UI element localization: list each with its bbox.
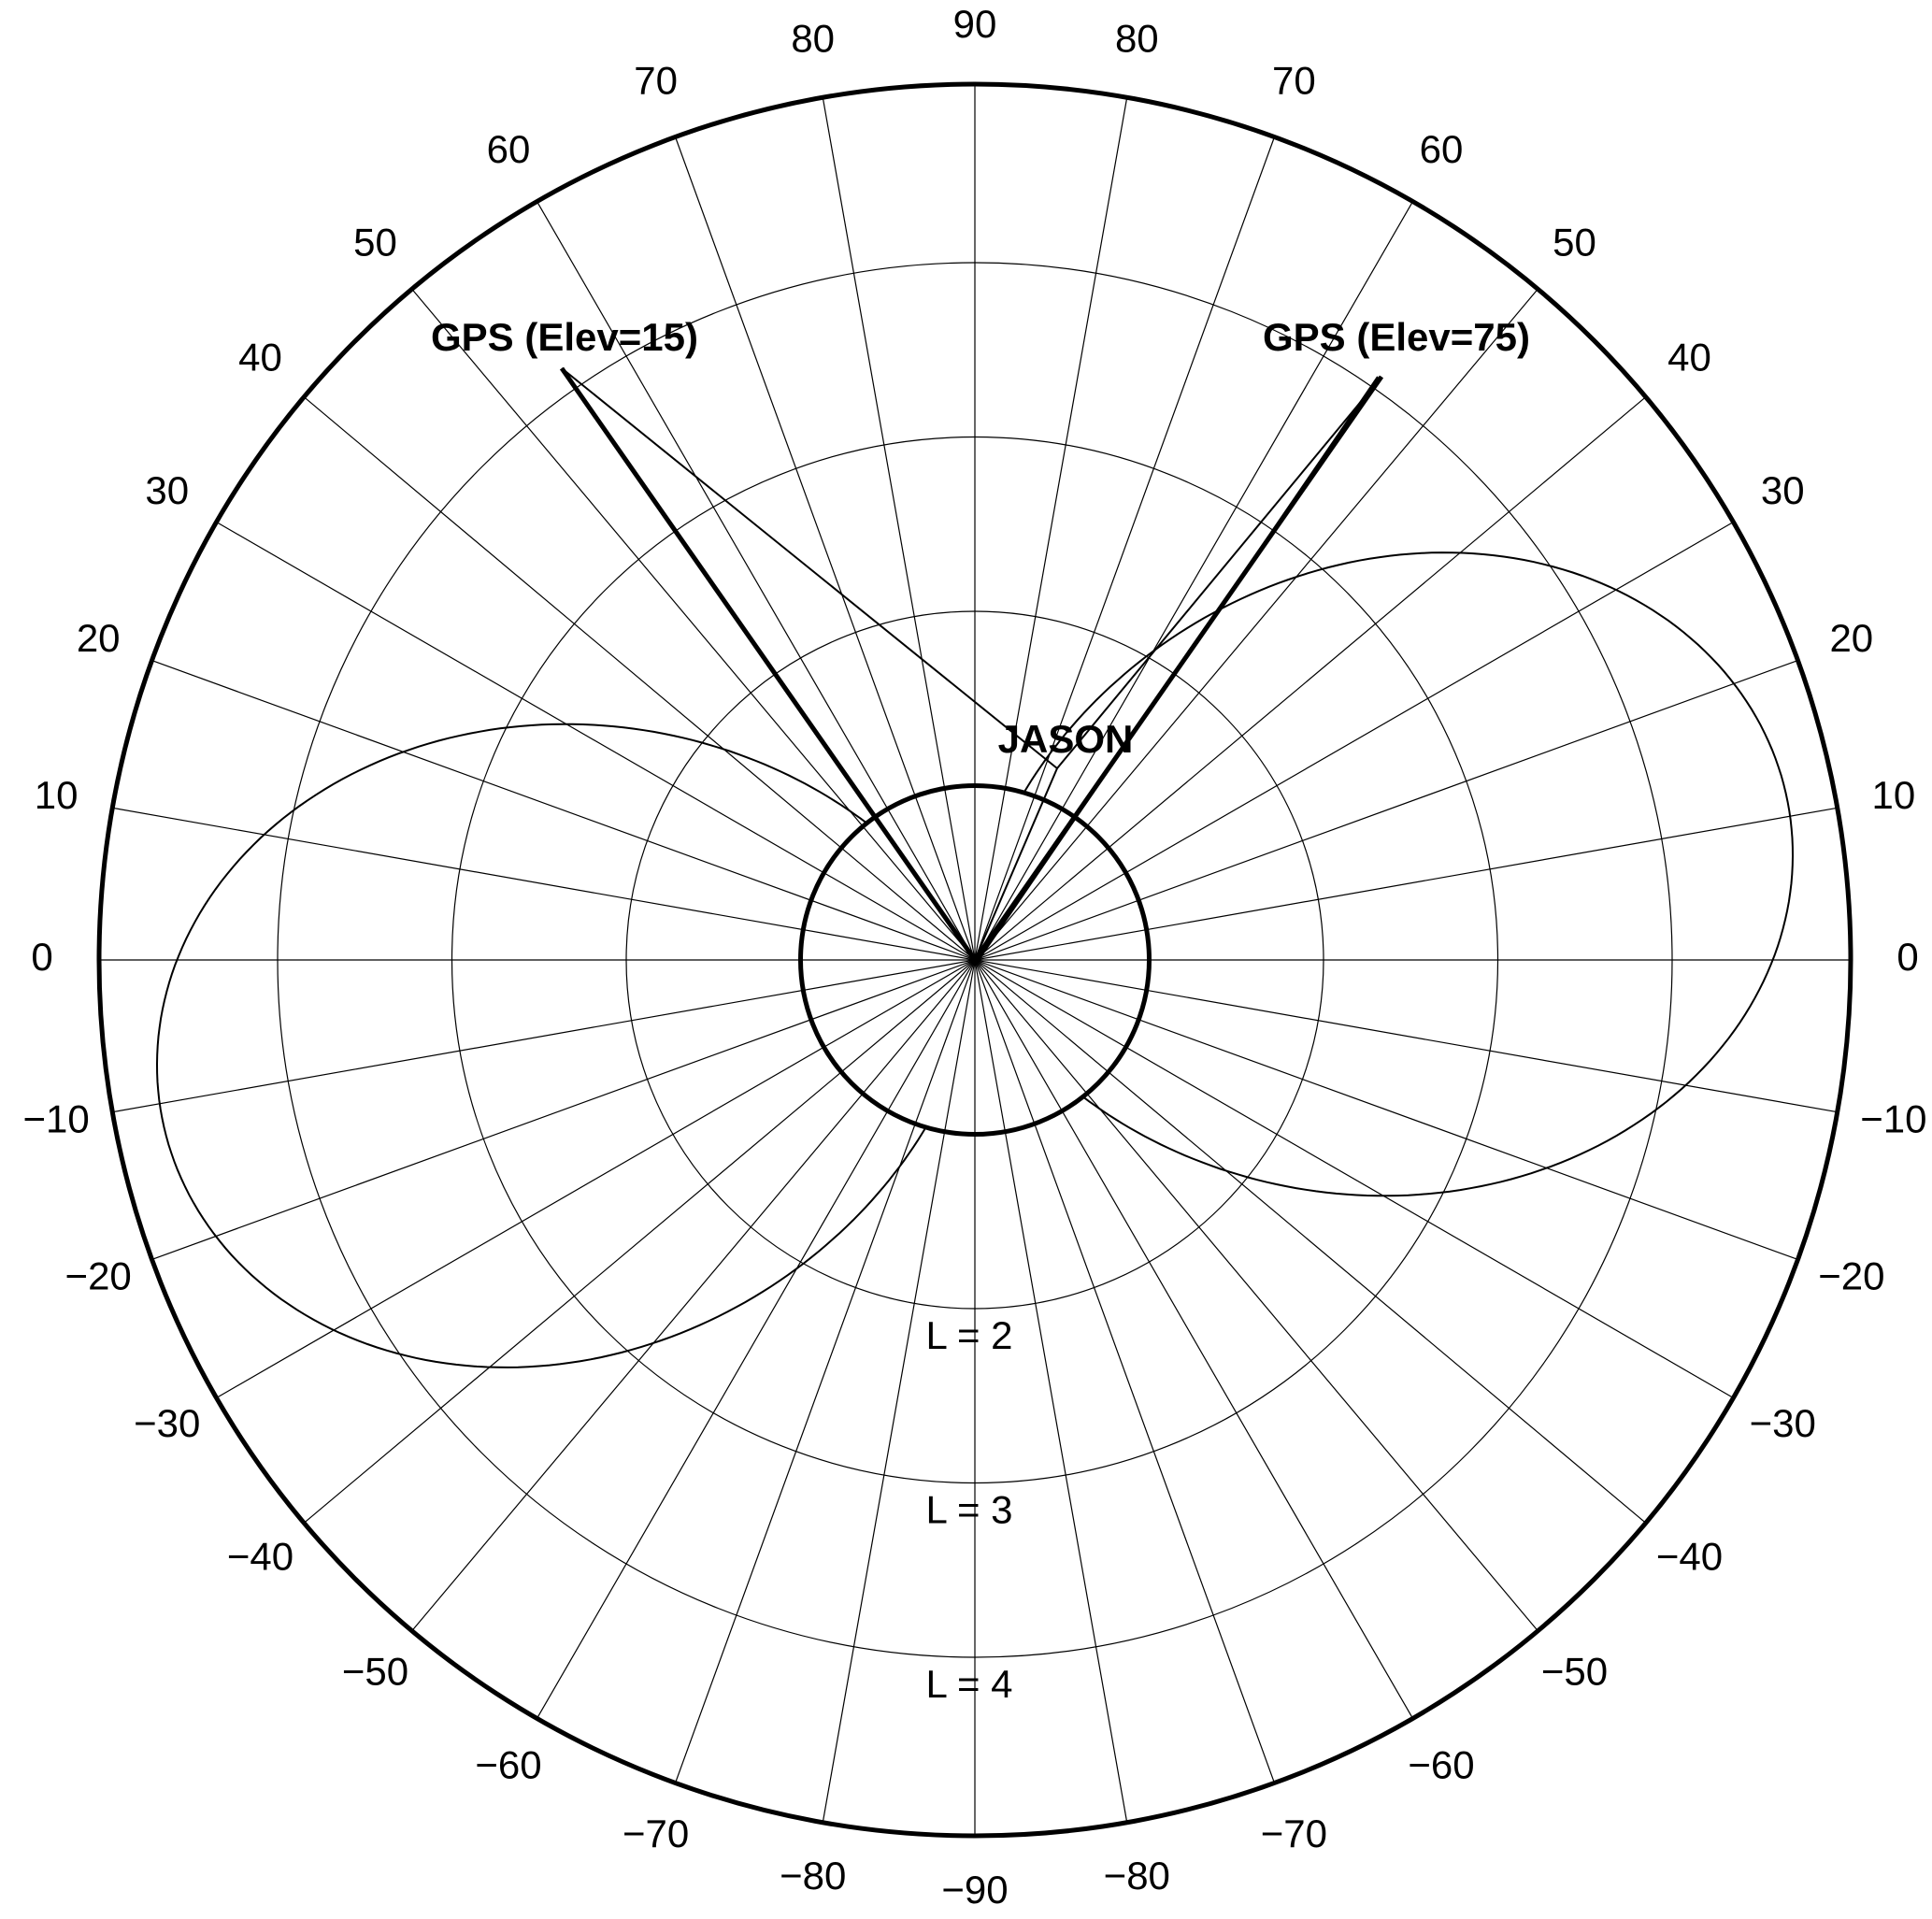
angle-label: −40	[227, 1535, 293, 1579]
angle-label: 0	[31, 935, 52, 979]
shell-ring	[277, 262, 1673, 1658]
gps-jason-link	[1056, 376, 1382, 769]
shell-label: L = 2	[925, 1313, 1012, 1357]
angle-label: 50	[1553, 221, 1596, 265]
angle-label: −80	[780, 1854, 846, 1898]
field-line	[1023, 551, 1795, 1197]
angle-label: 40	[238, 336, 282, 380]
angle-label: −50	[342, 1650, 408, 1694]
angle-label: 10	[35, 773, 79, 817]
angle-label: 40	[1667, 336, 1711, 380]
angle-label: 80	[1115, 16, 1159, 60]
angle-label: −30	[134, 1401, 200, 1445]
angle-label: −80	[1104, 1854, 1170, 1898]
angle-label: 90	[953, 2, 997, 46]
gps-sight-line	[559, 366, 978, 962]
angle-label: −70	[623, 1812, 689, 1855]
angle-label: −10	[23, 1096, 90, 1140]
angle-label: −30	[1750, 1401, 1816, 1445]
outer-ring	[96, 81, 1853, 1839]
jason-link	[974, 767, 1058, 961]
angle-label: 0	[1896, 935, 1918, 979]
gps-jason-link	[561, 367, 1058, 769]
angle-label: −70	[1261, 1812, 1327, 1855]
angle-label: −50	[1541, 1650, 1608, 1694]
shell-label: L = 3	[925, 1488, 1012, 1532]
shell-label: L = 4	[925, 1662, 1012, 1706]
angle-label: −10	[1860, 1096, 1926, 1140]
field-line	[155, 723, 927, 1368]
angle-label: −40	[1656, 1535, 1723, 1579]
angle-label: −60	[1408, 1742, 1474, 1786]
angle-label: 70	[1272, 58, 1316, 102]
angle-label: 80	[791, 16, 835, 60]
angle-label: −20	[1818, 1253, 1884, 1297]
satellite-label: GPS (Elev=15)	[431, 315, 698, 359]
satellite-label: GPS (Elev=75)	[1263, 315, 1530, 359]
angle-label: 20	[1829, 616, 1873, 660]
angle-label: 50	[353, 221, 397, 265]
angle-label: −60	[475, 1742, 541, 1786]
angle-label: 30	[145, 468, 189, 512]
geometry	[155, 366, 1795, 1368]
angle-label: 10	[1871, 773, 1915, 817]
gps-sight-line	[978, 376, 1379, 961]
angle-label: 60	[487, 127, 531, 171]
shell-ring	[451, 436, 1499, 1484]
angle-label: 70	[634, 58, 678, 102]
angle-label: −20	[65, 1253, 132, 1297]
earth	[798, 783, 1152, 1137]
angle-label: −90	[941, 1868, 1008, 1912]
angle-label: 60	[1420, 127, 1464, 171]
angle-label: 30	[1761, 468, 1805, 512]
labels: 90 −90 80 70 60 50 40 30 20 10 0 −10 −20 −30 −40 −50 −60…	[23, 2, 1927, 1912]
satellite-label: JASON	[998, 717, 1134, 761]
angle-label: 20	[77, 616, 121, 660]
shell-ring	[625, 610, 1324, 1310]
